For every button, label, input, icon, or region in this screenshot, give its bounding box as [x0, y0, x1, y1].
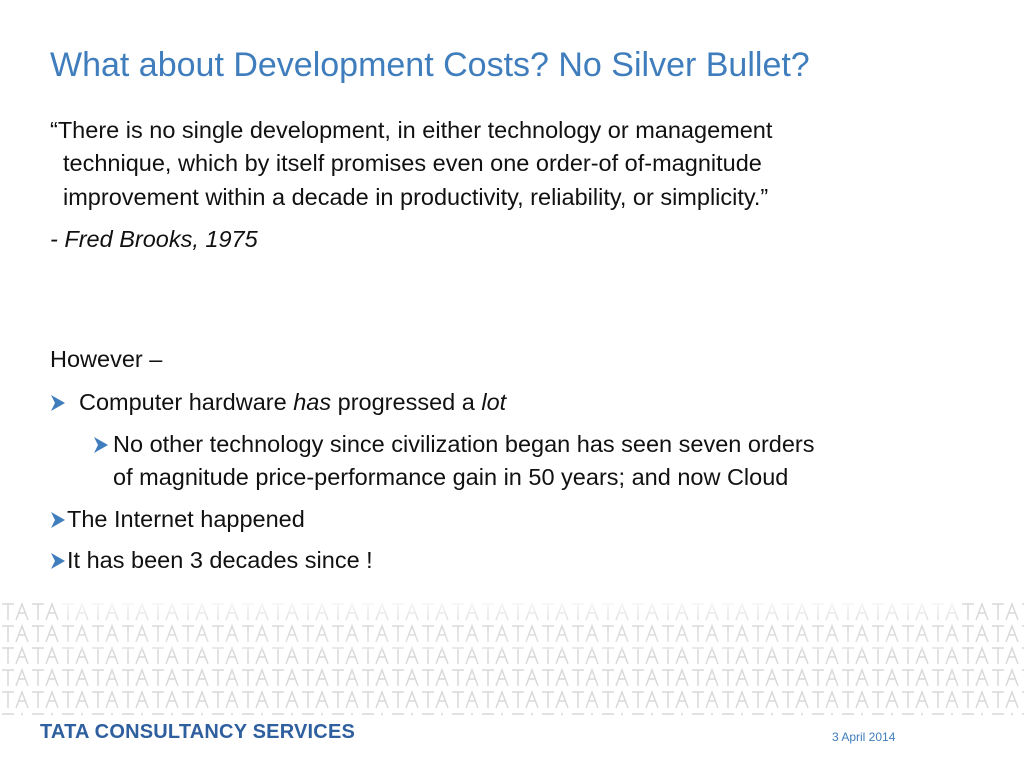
text-italic: has [293, 389, 332, 415]
text: progressed a [331, 389, 482, 415]
sub-bullet-line: No other technology since civilization b… [113, 431, 815, 457]
quote-line: “There is no single development, in eith… [50, 117, 773, 143]
quote-line: technique, which by itself promises even… [63, 150, 762, 176]
bullet: Computer hardware has progressed a lot [79, 389, 507, 415]
title: What about Development Costs? No Silver … [50, 46, 810, 84]
date: 3 April 2014 [832, 730, 896, 744]
however: However – [50, 346, 163, 372]
bullet-arrow [51, 512, 65, 528]
company-logo: TATA CONSULTANCY SERVICES [40, 721, 356, 743]
text-italic: lot [481, 389, 507, 415]
quote-line: improvement within a decade in productiv… [63, 184, 769, 210]
decorative-pattern [0, 600, 1024, 715]
bullet: The Internet happened [67, 506, 305, 532]
bullet-arrow [51, 395, 65, 411]
sub-bullet-line: of magnitude price-performance gain in 5… [113, 464, 789, 490]
text: Computer hardware [79, 389, 294, 415]
quote-author: - Fred Brooks, 1975 [50, 226, 258, 252]
bullet-arrow [94, 437, 108, 453]
bullet: It has been 3 decades since ! [67, 547, 373, 573]
bullet-arrow [51, 553, 65, 569]
